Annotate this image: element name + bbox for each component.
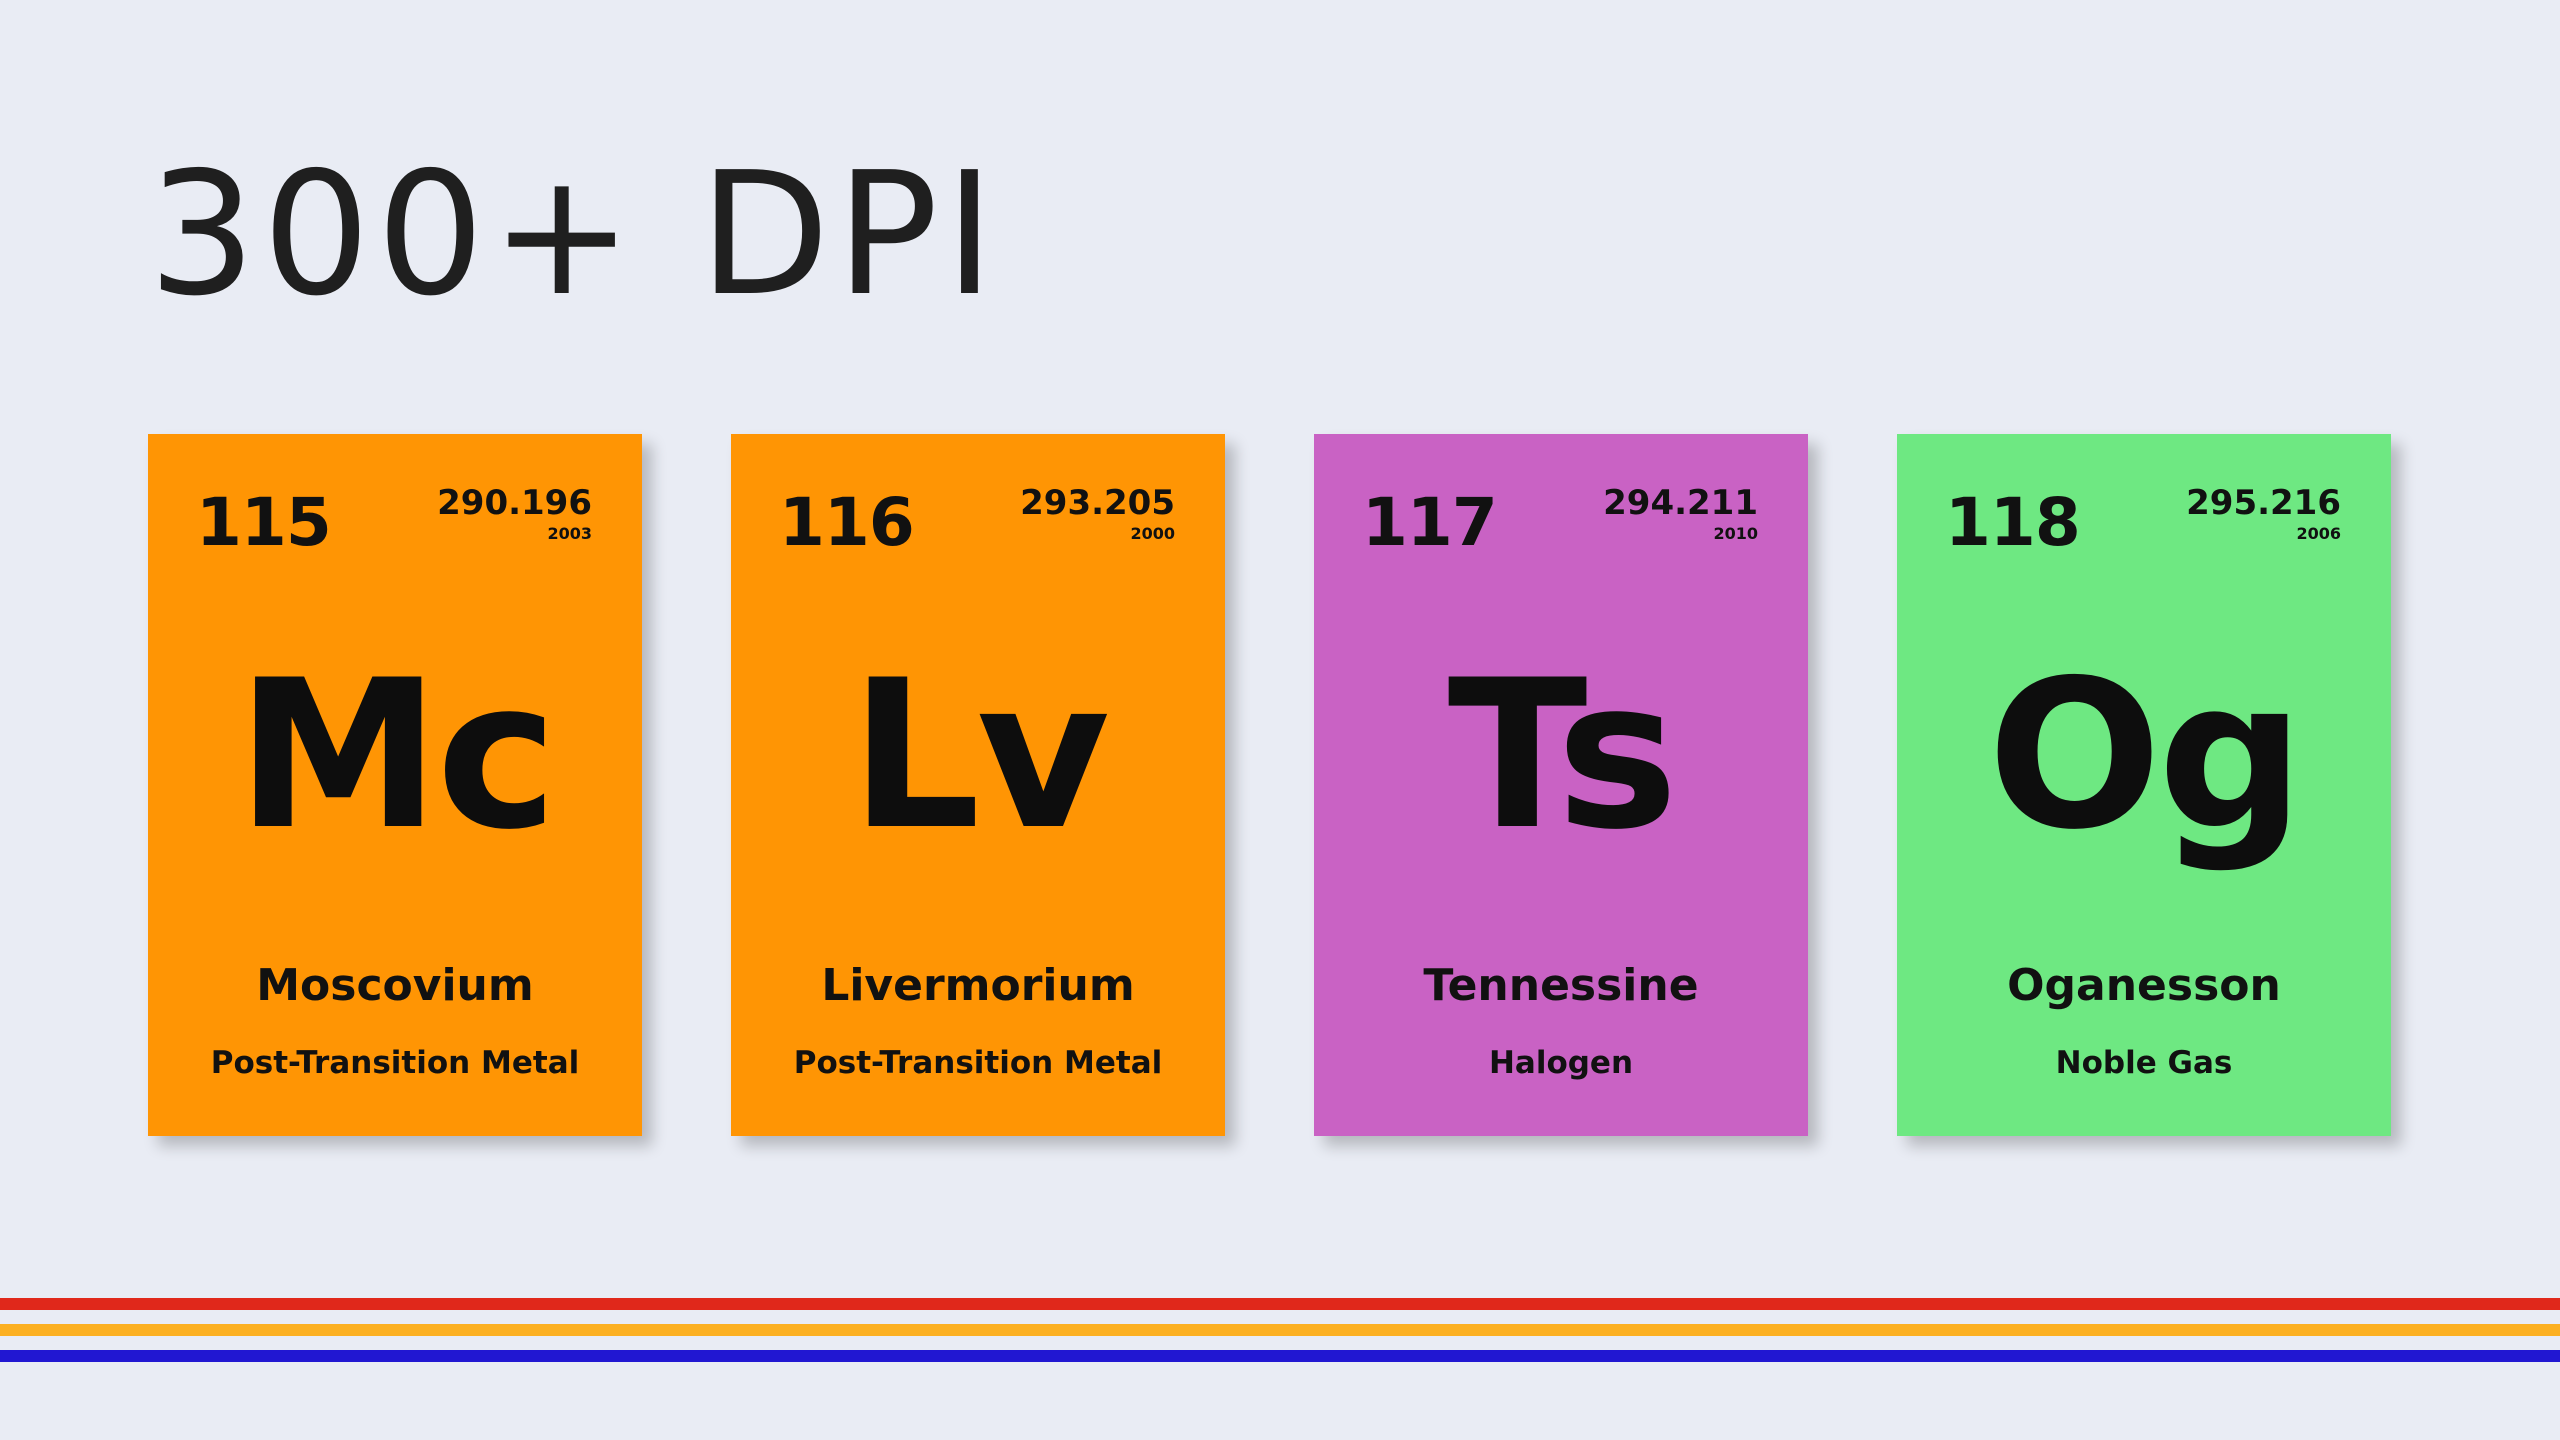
element-name: Oganesson xyxy=(2007,960,2281,1011)
atomic-number: 115 xyxy=(196,484,332,561)
atomic-number: 116 xyxy=(779,484,915,561)
decorative-stripe-blue xyxy=(0,1350,2560,1362)
element-card-tennessine: 117 294.211 2010 Ts Tennessine Halogen xyxy=(1314,434,1808,1136)
element-category: Noble Gas xyxy=(2055,1045,2233,1081)
atomic-number: 117 xyxy=(1362,484,1498,561)
element-name: Moscovium xyxy=(256,960,534,1011)
element-card-oganesson: 118 295.216 2006 Og Oganesson Noble Gas xyxy=(1897,434,2391,1136)
element-category: Post-Transition Metal xyxy=(793,1045,1163,1081)
element-name: Tennessine xyxy=(1423,960,1699,1011)
atomic-mass: 295.216 xyxy=(2186,483,2341,523)
element-cards: 115 290.196 2003 Mc Moscovium Post-Trans… xyxy=(148,434,2393,1136)
decorative-stripe-red xyxy=(0,1298,2560,1310)
atomic-number: 118 xyxy=(1945,484,2081,561)
discovery-year: 2000 xyxy=(1130,524,1175,543)
element-card-livermorium: 116 293.205 2000 Lv Livermorium Post-Tra… xyxy=(731,434,1225,1136)
element-category: Post-Transition Metal xyxy=(210,1045,580,1081)
page-title: 300+ DPI xyxy=(148,136,1001,334)
element-name: Livermorium xyxy=(821,960,1135,1011)
element-category: Halogen xyxy=(1488,1045,1634,1081)
atomic-mass: 293.205 xyxy=(1020,483,1175,523)
discovery-year: 2010 xyxy=(1713,524,1758,543)
element-card-moscovium: 115 290.196 2003 Mc Moscovium Post-Trans… xyxy=(148,434,642,1136)
element-symbol: Og xyxy=(1987,637,2304,875)
atomic-mass: 294.211 xyxy=(1603,483,1758,523)
discovery-year: 2003 xyxy=(547,524,592,543)
element-symbol: Mc xyxy=(236,637,558,875)
atomic-mass: 290.196 xyxy=(437,483,592,523)
decorative-stripe-orange xyxy=(0,1324,2560,1336)
element-symbol: Lv xyxy=(849,637,1110,875)
element-symbol: Ts xyxy=(1447,637,1679,875)
discovery-year: 2006 xyxy=(2296,524,2341,543)
